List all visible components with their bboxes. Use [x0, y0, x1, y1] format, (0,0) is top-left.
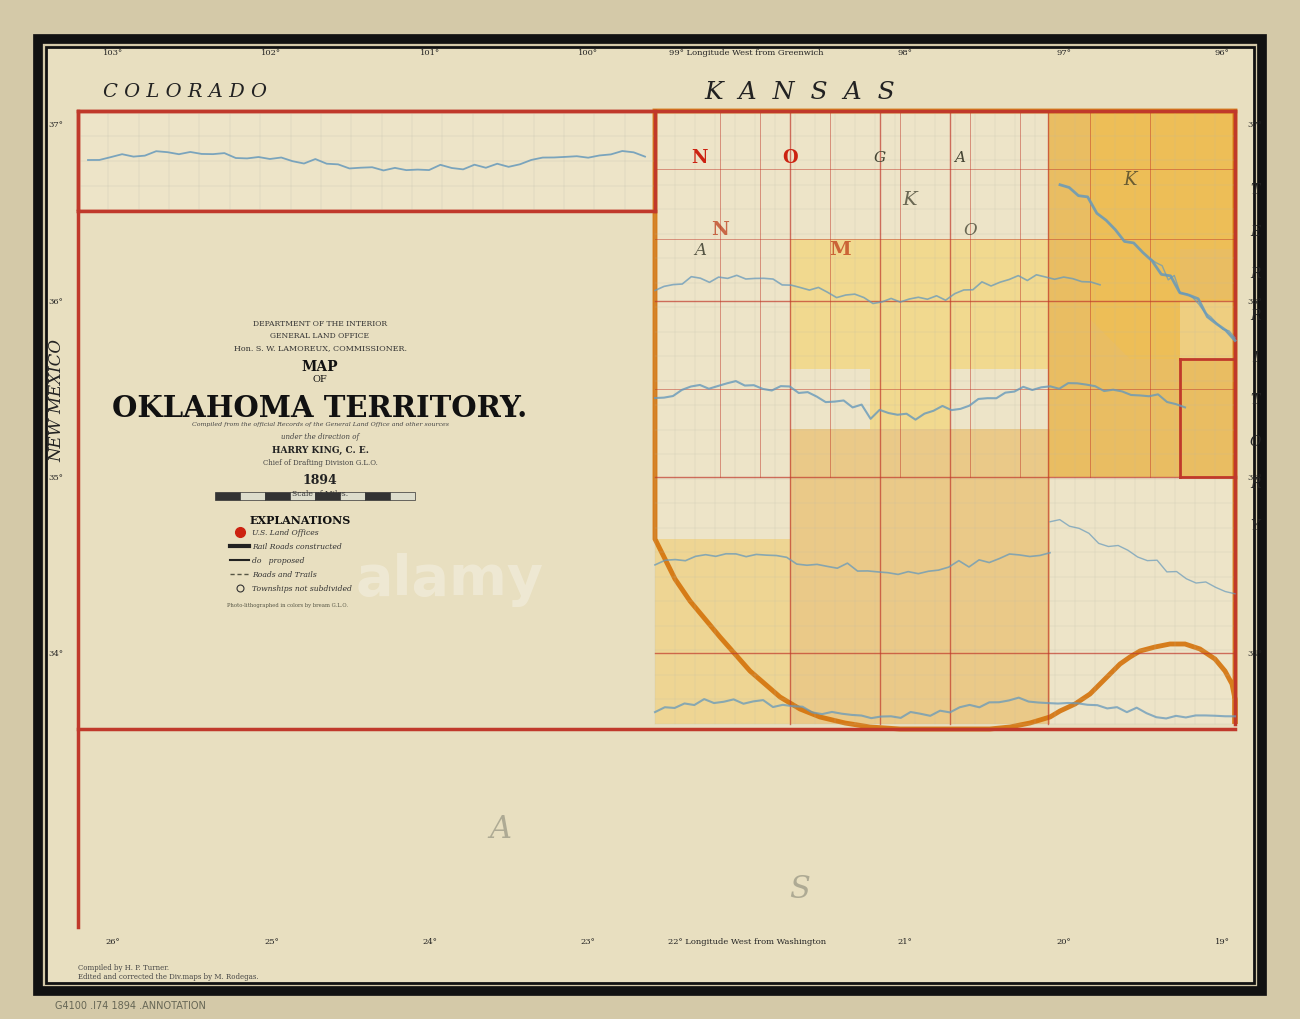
Text: 36°: 36°	[48, 298, 62, 306]
Text: T: T	[1251, 392, 1260, 407]
Text: R: R	[1249, 477, 1260, 490]
Text: 96°: 96°	[1214, 49, 1230, 57]
Text: 103°: 103°	[103, 49, 124, 57]
Text: 102°: 102°	[261, 49, 281, 57]
Text: NEW MEXICO: NEW MEXICO	[48, 338, 65, 461]
Text: OF: OF	[312, 375, 328, 383]
Text: 22° Longitude West from Washington: 22° Longitude West from Washington	[668, 937, 826, 945]
Text: A: A	[954, 151, 966, 165]
Text: DEPARTMENT OF THE INTERIOR: DEPARTMENT OF THE INTERIOR	[254, 320, 387, 328]
Text: 21°: 21°	[898, 937, 913, 945]
Text: 37°: 37°	[1247, 121, 1262, 128]
Text: U.S. Land Offices: U.S. Land Offices	[252, 529, 318, 536]
Text: Hon. S. W. LAMOREUX, COMMISSIONER.: Hon. S. W. LAMOREUX, COMMISSIONER.	[234, 343, 407, 352]
Text: R: R	[1249, 309, 1260, 323]
Text: 25°: 25°	[264, 937, 278, 945]
Text: 34°: 34°	[1247, 649, 1262, 657]
Bar	[214, 492, 240, 500]
Text: 101°: 101°	[420, 49, 439, 57]
Text: 37°: 37°	[48, 121, 62, 128]
Text: OKLAHOMA TERRITORY.: OKLAHOMA TERRITORY.	[112, 393, 528, 423]
Text: N: N	[711, 221, 729, 238]
Text: 100°: 100°	[578, 49, 598, 57]
Text: under the direction of: under the direction of	[281, 433, 359, 440]
Bar	[341, 492, 365, 500]
Text: do   proposed: do proposed	[252, 556, 304, 565]
Text: Roads and Trails: Roads and Trails	[252, 571, 317, 579]
Text: O: O	[963, 221, 976, 238]
Bar	[78, 112, 655, 212]
Text: A: A	[489, 814, 511, 845]
Bar	[240, 492, 265, 500]
Text: K: K	[902, 191, 918, 209]
Text: GENERAL LAND OFFICE: GENERAL LAND OFFICE	[270, 331, 369, 339]
Polygon shape	[1048, 112, 1235, 478]
Bar	[68, 60, 1241, 927]
Text: MAP: MAP	[302, 360, 338, 374]
Text: 34°: 34°	[48, 649, 62, 657]
Polygon shape	[655, 539, 790, 725]
Text: S: S	[789, 873, 810, 905]
Text: E: E	[1249, 225, 1260, 238]
Text: 98°: 98°	[898, 49, 913, 57]
Text: Photo-lithographed in colors by bream G.L.O.: Photo-lithographed in colors by bream G.…	[227, 602, 348, 607]
Text: T: T	[1251, 182, 1260, 197]
Bar	[78, 112, 655, 212]
Text: 35°: 35°	[48, 474, 62, 482]
Text: M: M	[829, 240, 850, 259]
Text: G4100 .I74 1894 .ANNOTATION: G4100 .I74 1894 .ANNOTATION	[55, 1000, 205, 1010]
Text: R: R	[1249, 267, 1260, 280]
Text: 36°: 36°	[1247, 298, 1262, 306]
Text: Townships not subdivided: Townships not subdivided	[252, 585, 352, 592]
Text: C O L O R A D O: C O L O R A D O	[103, 83, 266, 101]
Text: 1894: 1894	[303, 474, 338, 486]
Text: 24°: 24°	[422, 937, 437, 945]
Text: O: O	[1249, 434, 1261, 448]
Polygon shape	[1089, 112, 1235, 360]
Bar	[315, 492, 341, 500]
Text: EXPLANATIONS: EXPLANATIONS	[250, 515, 351, 526]
Bar	[290, 492, 315, 500]
Bar	[390, 492, 415, 500]
Text: 26°: 26°	[105, 937, 121, 945]
Text: Y: Y	[1251, 519, 1260, 533]
Text: 99° Longitude West from Greenwich: 99° Longitude West from Greenwich	[670, 49, 824, 57]
Text: Compiled by H. P. Turner.: Compiled by H. P. Turner.	[78, 963, 169, 971]
Bar	[68, 212, 655, 927]
Text: I: I	[1252, 351, 1258, 365]
Text: alamy: alamy	[356, 552, 543, 606]
Text: K  A  N  S  A  S: K A N S A S	[705, 81, 896, 103]
Polygon shape	[790, 239, 1048, 430]
Text: 35°: 35°	[1247, 474, 1262, 482]
Text: 19°: 19°	[1214, 937, 1230, 945]
Text: 20°: 20°	[1057, 937, 1071, 945]
Bar	[365, 492, 390, 500]
Text: HARRY KING, C. E.: HARRY KING, C. E.	[272, 445, 368, 454]
Polygon shape	[790, 430, 1050, 725]
Bar	[655, 112, 1235, 725]
Text: G: G	[874, 151, 887, 165]
Text: Scale of Miles.: Scale of Miles.	[292, 489, 348, 497]
Text: 23°: 23°	[581, 937, 595, 945]
Text: A: A	[694, 242, 706, 258]
Bar	[265, 492, 290, 500]
Text: O: O	[783, 149, 798, 167]
Text: K: K	[1123, 171, 1136, 189]
Text: Compiled from the official Records of the General Land Office and other sources: Compiled from the official Records of th…	[191, 422, 448, 427]
Text: N: N	[692, 149, 708, 167]
Text: Rail Roads constructed: Rail Roads constructed	[252, 542, 342, 550]
Text: Edited and corrected the Div.maps by M. Rodegas.: Edited and corrected the Div.maps by M. …	[78, 972, 259, 980]
Text: Chief of Drafting Division G.L.O.: Chief of Drafting Division G.L.O.	[263, 459, 377, 467]
Text: 97°: 97°	[1056, 49, 1071, 57]
